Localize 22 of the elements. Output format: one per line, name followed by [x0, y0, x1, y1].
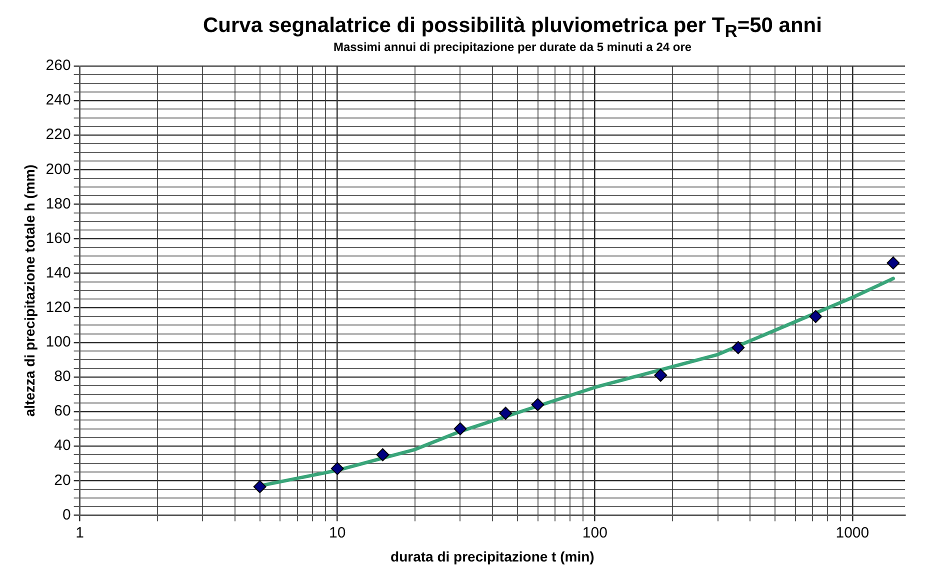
y-tick-label: 60 [54, 402, 71, 420]
x-tick-label: 1 [76, 524, 84, 542]
chart-title: Curva segnalatrice di possibilità pluviometrica per T$_{R}$=50 anni [203, 14, 822, 42]
x-tick-label: 100 [582, 524, 608, 542]
y-tick-label: 0 [62, 506, 71, 524]
y-tick-label: 20 [54, 472, 71, 489]
x-tick-label: 1000 [836, 524, 870, 542]
y-tick-label: 260 [46, 57, 71, 74]
y-tick-label: 180 [46, 195, 71, 212]
y-tick-label: 240 [46, 92, 71, 109]
y-tick-label: 140 [46, 264, 71, 282]
y-tick-label: 220 [46, 126, 71, 144]
chart-subtitle: Massimi annui di precipitazione per durate da 5 minuti a 24 ore [332, 40, 693, 54]
x-axis-title: durata di precipitazione t (min) [390, 548, 594, 564]
y-tick-label: 200 [46, 160, 71, 178]
y-tick-label: 80 [54, 368, 71, 386]
y-tick-label: 100 [46, 334, 71, 351]
y-tick-label: 160 [46, 230, 71, 247]
y-axis-title: altezza di precipitazione totale h (mm) [21, 164, 38, 417]
y-tick-label: 120 [46, 299, 71, 316]
x-tick-label: 10 [329, 524, 346, 542]
y-tick-label: 40 [54, 437, 71, 454]
